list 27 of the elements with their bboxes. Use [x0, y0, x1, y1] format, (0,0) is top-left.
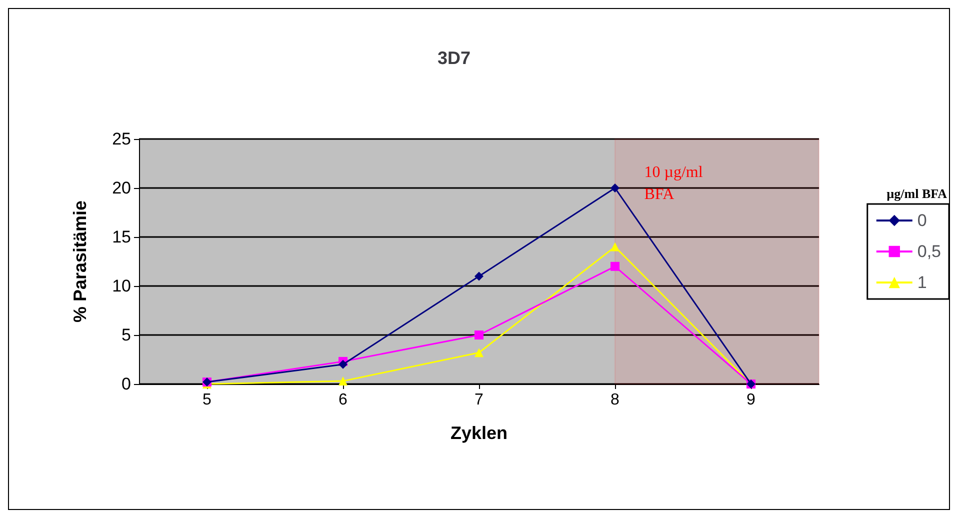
- y-axis-title: % Parasitämie: [70, 200, 90, 323]
- legend-label: 1: [917, 273, 927, 292]
- point: [610, 184, 620, 192]
- y-tick-label: 5: [122, 326, 131, 344]
- y-tick-label: 15: [112, 228, 131, 246]
- chart-title: 3D7: [437, 48, 471, 68]
- point: [474, 348, 484, 358]
- y-tick-label: 10: [112, 276, 131, 296]
- x-tick-label: 9: [746, 392, 756, 408]
- x-tick-label: 7: [474, 392, 484, 408]
- legend-label: 0: [917, 211, 927, 230]
- x-tick-label: 8: [610, 392, 620, 408]
- x-axis-title: Zyklen: [450, 423, 508, 443]
- legend-label: 0,5: [917, 242, 942, 261]
- point: [338, 376, 348, 386]
- x-tick-label: 6: [338, 392, 348, 408]
- point: [610, 242, 620, 252]
- point: [338, 360, 348, 369]
- legend-title: µg/ml BFA: [886, 186, 948, 201]
- point: [610, 262, 620, 271]
- point: [474, 272, 484, 281]
- x-tick-label: 5: [202, 392, 212, 408]
- y-tick-label: 25: [112, 130, 131, 148]
- y-tick-label: 0: [122, 374, 131, 394]
- band-label: 10 µg/ml BFA: [644, 164, 704, 203]
- y-tick-label: 20: [112, 178, 131, 198]
- point: [474, 330, 484, 340]
